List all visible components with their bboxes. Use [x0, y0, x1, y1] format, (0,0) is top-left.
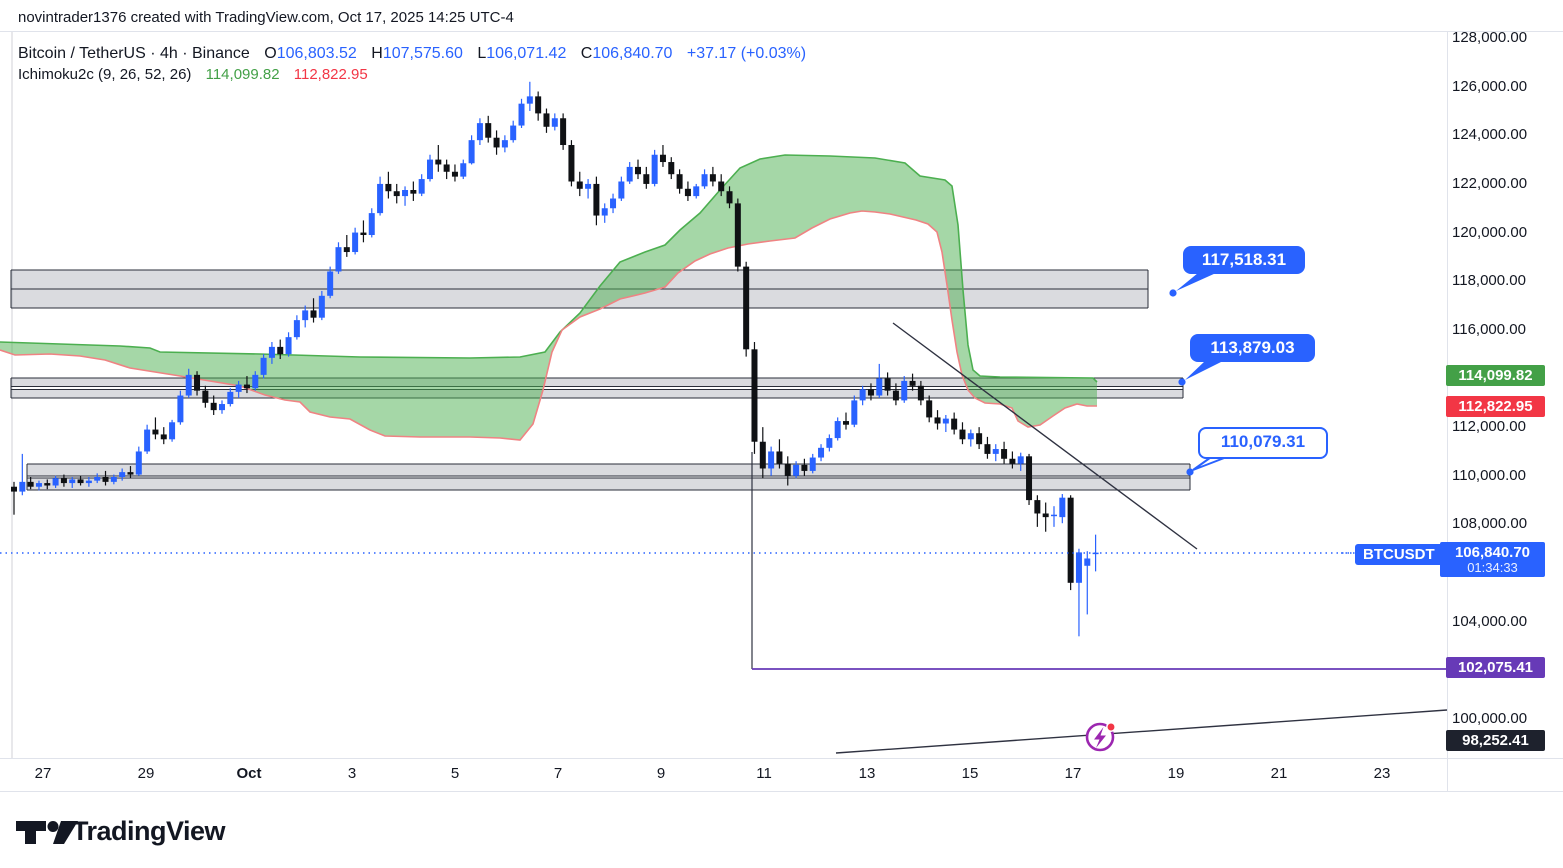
legend-indicator-row: Ichimoku2c (9, 26, 52, 26) 114,099.82 11… — [18, 66, 368, 83]
price-tick: 112,000.00 — [1452, 418, 1526, 436]
low-value: 106,071.42 — [486, 45, 567, 62]
purple-line-badge: 102,075.41 — [1446, 657, 1545, 679]
time-tick: 13 — [858, 765, 876, 782]
header-divider — [0, 31, 1563, 32]
time-axis-divider — [0, 758, 1563, 759]
close-value: 106,840.70 — [592, 45, 673, 62]
span-b-value: 112,822.95 — [293, 66, 368, 83]
callout-117518[interactable]: 117,518.31 — [1183, 246, 1305, 274]
time-tick: 5 — [450, 765, 460, 782]
descending-trendline[interactable] — [892, 322, 1198, 550]
price-tick: 110,000.00 — [1452, 466, 1526, 484]
change-value: +37.17 (+0.03%) — [686, 45, 807, 62]
time-tick: 3 — [347, 765, 357, 782]
price-tick: 108,000.00 — [1452, 515, 1528, 533]
ascending-trendline[interactable] — [835, 709, 1448, 754]
time-tick: 21 — [1270, 765, 1288, 782]
price-tick: 116,000.00 — [1452, 320, 1526, 338]
price-tick: 126,000.00 — [1452, 77, 1528, 95]
price-tick: 122,000.00 — [1452, 174, 1528, 192]
time-tick: 23 — [1373, 765, 1391, 782]
candlestick-series — [11, 81, 1099, 637]
time-tick: 19 — [1167, 765, 1185, 782]
time-tick: 27 — [34, 765, 52, 782]
callout-tail — [1185, 361, 1223, 380]
callout-anchor-dot — [1169, 289, 1177, 297]
high-value: 107,575.60 — [382, 45, 463, 62]
time-tick: 17 — [1064, 765, 1082, 782]
ichimoku-cloud — [0, 154, 1098, 441]
open-value: 106,803.52 — [276, 45, 357, 62]
lightning-icon[interactable] — [1085, 722, 1116, 752]
span-b-badge: 112,822.95 — [1446, 395, 1545, 417]
callout-113879[interactable]: 113,879.03 — [1190, 334, 1315, 362]
price-tick: 104,000.00 — [1452, 612, 1528, 630]
price-tick: 124,000.00 — [1452, 126, 1528, 144]
tradingview-logo-text[interactable]: TradingView — [72, 816, 226, 846]
callout-tail — [1176, 273, 1216, 291]
open-label: O — [264, 45, 277, 62]
indicator-title[interactable]: Ichimoku2c (9, 26, 52, 26) — [18, 66, 192, 83]
time-tick: 9 — [656, 765, 666, 782]
bottom-divider — [0, 791, 1563, 792]
callout-110079[interactable]: 110,079.31 — [1198, 427, 1328, 459]
trendline-badge: 98,252.41 — [1446, 730, 1545, 751]
price-tick: 100,000.00 — [1452, 709, 1528, 727]
last-price-badge: 106,840.70 01:34:33 — [1440, 541, 1545, 577]
callout-anchor-dot — [1186, 468, 1194, 476]
time-tick: Oct — [236, 765, 262, 782]
callout-anchor-dot — [1178, 378, 1186, 386]
close-label: C — [580, 45, 593, 62]
span-a-badge: 114,099.82 — [1446, 364, 1545, 386]
time-tick: 15 — [961, 765, 979, 782]
time-tick: 11 — [756, 765, 772, 782]
span-a-value: 114,099.82 — [205, 66, 280, 83]
low-label: L — [477, 45, 487, 62]
time-tick: 7 — [553, 765, 563, 782]
high-label: H — [371, 45, 383, 62]
tradingview-logo-icon[interactable] — [14, 818, 84, 850]
candle-countdown: 01:34:33 — [1467, 559, 1518, 575]
price-tick: 118,000.00 — [1452, 272, 1526, 290]
price-tick: 120,000.00 — [1452, 223, 1528, 241]
price-tick: 128,000.00 — [1452, 29, 1528, 46]
legend-ohlc-row: Bitcoin / TetherUS · 4h · Binance O106,8… — [18, 45, 806, 63]
symbol-title[interactable]: Bitcoin / TetherUS · 4h · Binance — [18, 45, 250, 62]
time-tick: 29 — [137, 765, 155, 782]
symbol-price-label[interactable]: BTCUSDT — [1355, 544, 1443, 565]
attribution-text: novintrader1376 created with TradingView… — [18, 9, 514, 26]
